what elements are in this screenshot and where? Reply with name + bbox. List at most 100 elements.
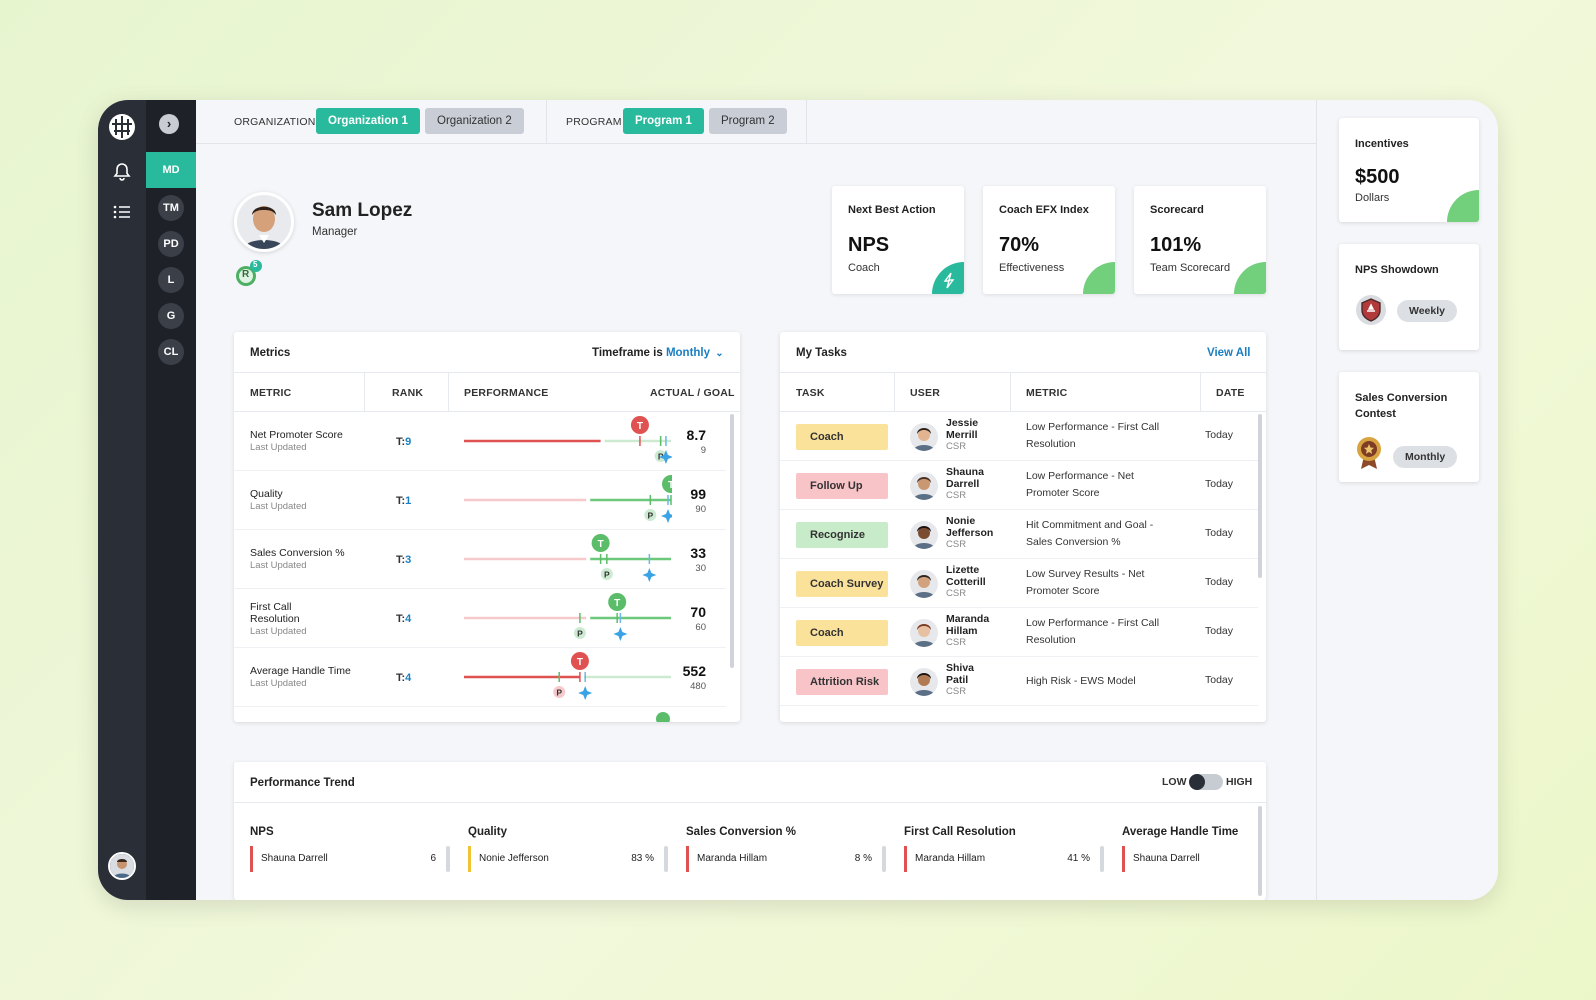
bell-icon[interactable] bbox=[112, 162, 132, 182]
trend-entry[interactable]: Shauna Darrell 6 bbox=[250, 846, 440, 872]
performance-bar: TP bbox=[464, 416, 672, 464]
user-last-name: Cotterill bbox=[946, 576, 986, 588]
monthly-pill[interactable]: Monthly bbox=[1393, 446, 1458, 468]
tab-program-1[interactable]: Program 1 bbox=[623, 108, 704, 134]
metric-rank: T:4 bbox=[396, 613, 411, 625]
task-type-button[interactable]: Follow Up bbox=[796, 473, 888, 499]
kpi-title: Scorecard bbox=[1150, 204, 1204, 216]
trend-column: Quality Nonie Jefferson 83 % bbox=[468, 826, 668, 872]
user-avatar[interactable] bbox=[910, 472, 938, 500]
tab-organization-2[interactable]: Organization 2 bbox=[425, 108, 524, 134]
metrics-scrollbar[interactable] bbox=[730, 414, 734, 668]
task-row[interactable]: Coach Survey Lizette Cotterill CSR Low Surve… bbox=[780, 559, 1258, 608]
team-cl[interactable]: CL bbox=[158, 339, 184, 365]
task-type-button[interactable]: Coach bbox=[796, 620, 888, 646]
trend-column-heading: First Call Resolution bbox=[904, 826, 1016, 838]
trend-entry[interactable]: Maranda Hillam 8 % bbox=[686, 846, 876, 872]
task-metric: Hit Commitment and Goal - Sales Conversi… bbox=[1026, 519, 1154, 548]
tasks-table-header: TASK USER METRIC DATE bbox=[780, 372, 1266, 412]
trend-scrollbar[interactable] bbox=[1258, 806, 1262, 896]
peer-marker bbox=[553, 686, 566, 698]
kpi-subtitle: Team Scorecard bbox=[1150, 262, 1231, 274]
nps-showdown-card[interactable]: NPS Showdown Weekly bbox=[1339, 244, 1479, 350]
sales-contest-card[interactable]: Sales Conversion Contest Monthly bbox=[1339, 372, 1479, 482]
rank-value: 4 bbox=[405, 613, 412, 625]
corner-accent bbox=[1083, 262, 1115, 294]
trend-column: Sales Conversion % Maranda Hillam 8 % bbox=[686, 826, 886, 872]
user-name: Lizette Cotterill CSR bbox=[946, 564, 1016, 600]
task-row[interactable]: Recognize Nonie Jefferson CSR Hit Commitment… bbox=[780, 510, 1258, 559]
right-panel: Incentives $500 Dollars NPS Showdown Wee… bbox=[1316, 100, 1498, 900]
sparkle-icon bbox=[661, 509, 672, 523]
kpi-coach-efx-index[interactable]: Coach EFX Index 70% Effectiveness bbox=[983, 186, 1115, 294]
task-row[interactable]: Coach Maranda Hillam CSR Low Performance - F… bbox=[780, 608, 1258, 657]
trend-entry[interactable]: Maranda Hillam 41 % bbox=[904, 846, 1094, 872]
user-avatar[interactable] bbox=[910, 570, 938, 598]
metric-row[interactable]: Quality Last Updated T:1 T P 99 90 bbox=[234, 471, 726, 530]
kpi-value: 70% bbox=[999, 234, 1040, 256]
task-row[interactable]: Follow Up Shauna Darrell CSR Low Performance… bbox=[780, 461, 1258, 510]
user-avatar[interactable] bbox=[910, 521, 938, 549]
task-type-button[interactable]: Coach Survey bbox=[796, 571, 888, 597]
team-tm[interactable]: TM bbox=[158, 195, 184, 221]
column-scrollbar[interactable] bbox=[664, 846, 668, 872]
metrics-table-header: METRIC RANK PERFORMANCE ACTUAL / GOAL bbox=[234, 372, 740, 412]
user-name: Nonie Jefferson CSR bbox=[946, 515, 1016, 551]
kpi-scorecard[interactable]: Scorecard 101% Team Scorecard bbox=[1134, 186, 1266, 294]
organization-label: ORGANIZATION bbox=[234, 116, 316, 128]
low-label: LOW bbox=[1162, 776, 1187, 788]
task-row[interactable]: Coach Jessie Merrill CSR Low Performance - F… bbox=[780, 412, 1258, 461]
peer-marker-label: P bbox=[577, 629, 583, 639]
team-l[interactable]: L bbox=[158, 267, 184, 293]
task-metric: Low Performance - First Call Resolution bbox=[1026, 421, 1160, 450]
incentives-card[interactable]: Incentives $500 Dollars bbox=[1339, 118, 1479, 222]
team-md[interactable]: MD bbox=[146, 152, 196, 188]
tasks-scrollbar[interactable] bbox=[1258, 414, 1262, 578]
task-type-button[interactable]: Attrition Risk bbox=[796, 669, 888, 695]
user-role: CSR bbox=[946, 539, 967, 550]
timeframe-value: Monthly bbox=[665, 347, 711, 359]
target-marker bbox=[570, 652, 589, 670]
profile-photo[interactable] bbox=[234, 192, 294, 252]
column-scrollbar[interactable] bbox=[882, 846, 886, 872]
user-first-name: Nonie bbox=[946, 515, 976, 527]
rank-badge-icon[interactable]: R 5 bbox=[234, 260, 262, 288]
team-g[interactable]: G bbox=[158, 303, 184, 329]
toggle-knob bbox=[1189, 774, 1205, 790]
task-row[interactable]: Attrition Risk Shiva Patil CSR High Risk - E… bbox=[780, 657, 1258, 706]
rank-value: 9 bbox=[405, 436, 412, 448]
timeframe-selector[interactable]: Timeframe is Monthly ⌄ bbox=[592, 347, 724, 359]
trend-entry[interactable]: Shauna Darrell bbox=[1122, 846, 1266, 872]
user-avatar[interactable] bbox=[910, 619, 938, 647]
metric-row[interactable]: First Call Resolution Last Updated T:4 T P 70… bbox=[234, 589, 726, 648]
peer-marker-label: P bbox=[604, 570, 610, 580]
user-avatar[interactable] bbox=[910, 423, 938, 451]
column-scrollbar[interactable] bbox=[1100, 846, 1104, 872]
user-avatar[interactable] bbox=[108, 852, 136, 880]
task-date: Today bbox=[1205, 576, 1234, 588]
metric-row[interactable]: Average Handle Time Last Updated T:4 T P 552 4… bbox=[234, 648, 726, 707]
trend-entry[interactable]: Nonie Jefferson 83 % bbox=[468, 846, 658, 872]
tab-program-2[interactable]: Program 2 bbox=[709, 108, 787, 134]
column-scrollbar[interactable] bbox=[446, 846, 450, 872]
weekly-pill[interactable]: Weekly bbox=[1397, 300, 1457, 322]
chevron-right-icon[interactable]: › bbox=[159, 114, 179, 134]
kpi-next-best-action[interactable]: Next Best Action NPS Coach bbox=[832, 186, 964, 294]
list-icon[interactable] bbox=[112, 202, 132, 222]
metric-row[interactable]: Sales Conversion % Last Updated T:3 T P 33 30 bbox=[234, 530, 726, 589]
incentives-value: $500 bbox=[1355, 166, 1400, 188]
peer-marker-label: P bbox=[556, 688, 562, 698]
low-high-toggle[interactable] bbox=[1189, 774, 1223, 790]
lightning-icon bbox=[932, 262, 964, 294]
tab-organization-1[interactable]: Organization 1 bbox=[316, 108, 420, 134]
target-marker-label: T bbox=[577, 657, 583, 668]
task-type-button[interactable]: Coach bbox=[796, 424, 888, 450]
view-all-link[interactable]: View All bbox=[1207, 347, 1251, 359]
col-metric: METRIC bbox=[250, 387, 292, 399]
logo-icon[interactable] bbox=[108, 112, 136, 142]
task-type-button[interactable]: Recognize bbox=[796, 522, 888, 548]
user-avatar[interactable] bbox=[910, 668, 938, 696]
team-pd[interactable]: PD bbox=[158, 231, 184, 257]
